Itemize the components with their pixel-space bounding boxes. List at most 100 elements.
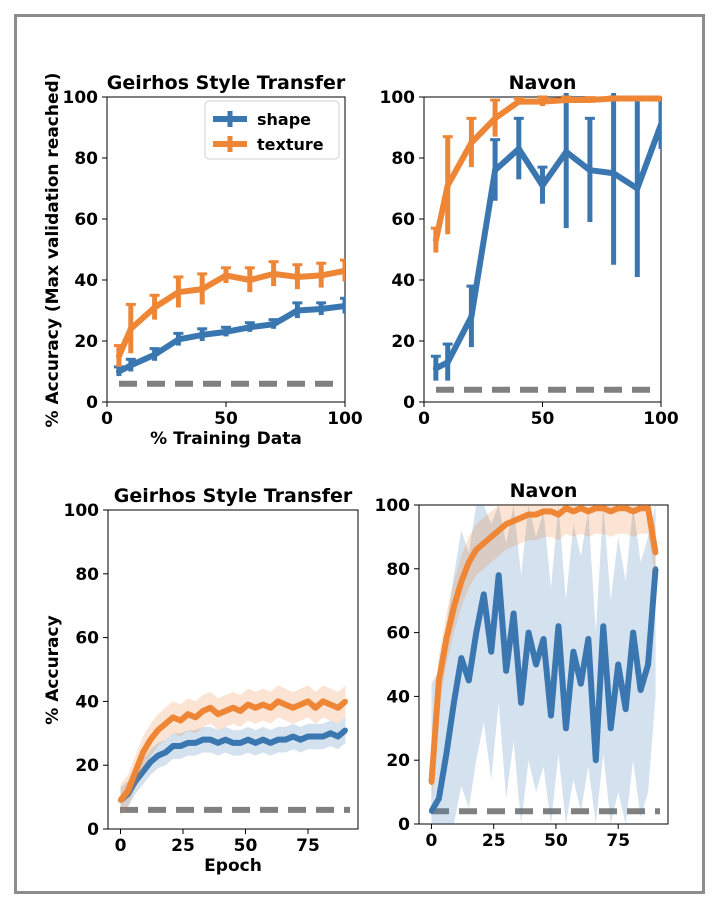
data-point-texture — [496, 528, 502, 534]
ylabel-bottom: % Accuracy — [43, 615, 63, 724]
data-point-texture — [481, 540, 487, 546]
data-point-texture — [155, 727, 161, 733]
data-point-texture — [608, 508, 614, 514]
data-point-texture — [125, 788, 131, 794]
data-point-texture — [533, 512, 539, 518]
data-point-shape — [270, 321, 277, 328]
data-point-texture — [638, 505, 644, 511]
chart-panel-bottom-right: Navon 0 20 40 60 80 100 0 25 50 75 — [375, 480, 669, 851]
data-point-texture — [593, 505, 599, 511]
data-point-texture — [511, 518, 517, 524]
y-tick-label: 60 — [391, 210, 415, 230]
data-point-texture — [178, 718, 183, 724]
data-point-texture — [199, 286, 206, 293]
x-tick-label: 75 — [296, 836, 320, 856]
data-point-shape — [148, 759, 153, 765]
data-point-texture — [585, 508, 591, 514]
y-tick-label: 20 — [391, 332, 415, 352]
data-point-shape — [443, 751, 449, 757]
y-tick-label: 40 — [386, 687, 410, 707]
data-point-texture — [320, 698, 326, 704]
data-point-shape — [298, 737, 303, 743]
data-point-shape — [503, 668, 509, 674]
y-tick-label: 60 — [386, 624, 410, 644]
data-point-texture — [539, 98, 546, 105]
data-point-shape — [492, 167, 499, 174]
data-point-texture — [610, 95, 617, 102]
data-point-texture — [140, 749, 146, 755]
data-point-texture — [328, 702, 333, 708]
data-point-shape — [275, 737, 281, 743]
data-point-texture — [443, 636, 449, 642]
data-point-texture — [185, 711, 191, 717]
chart-title: Geirhos Style Transfer — [114, 485, 353, 507]
data-point-shape — [585, 636, 591, 642]
data-point-shape — [615, 662, 621, 667]
plot-content — [118, 685, 350, 817]
data-point-shape — [208, 737, 213, 743]
data-point-shape — [436, 795, 442, 801]
x-tick-label: 0 — [115, 836, 127, 856]
data-point-shape — [283, 737, 288, 743]
data-point-shape — [634, 185, 641, 192]
data-point-shape — [533, 662, 539, 667]
data-point-shape — [342, 302, 345, 309]
legend-label-shape: shape — [257, 110, 311, 129]
data-point-texture — [298, 702, 303, 708]
data-point-texture — [473, 547, 479, 553]
data-point-texture — [503, 521, 509, 527]
y-tick-label: 100 — [64, 501, 100, 521]
data-point-shape — [151, 351, 158, 358]
data-point-texture — [623, 505, 629, 511]
y-tick-label: 0 — [398, 815, 410, 835]
data-point-shape — [185, 740, 191, 746]
x-tick-label: 50 — [544, 831, 568, 851]
data-point-shape — [658, 121, 661, 128]
data-point-texture — [305, 698, 311, 704]
data-point-shape — [515, 145, 522, 152]
data-point-texture — [541, 508, 546, 514]
x-tick-label: 50 — [214, 409, 238, 429]
data-point-texture — [586, 97, 593, 104]
data-point-texture — [578, 505, 584, 511]
chart-panel-bottom-left: Geirhos Style Transfer 0 20 40 60 80 100 0 25 50 7… — [64, 485, 359, 876]
data-point-texture — [175, 289, 182, 296]
data-point-shape — [155, 753, 161, 759]
data-point-texture — [526, 512, 532, 518]
y-tick-label: 100 — [380, 88, 416, 108]
data-point-shape — [223, 328, 229, 335]
data-point-texture — [290, 705, 296, 711]
data-point-shape — [481, 591, 487, 597]
x-tick-label: 0 — [101, 409, 113, 429]
y-tick-label: 20 — [74, 332, 98, 352]
x-tick-label: 75 — [606, 831, 630, 851]
data-point-texture — [313, 705, 318, 711]
data-point-shape — [175, 336, 182, 343]
data-point-shape — [115, 368, 122, 375]
data-point-shape — [578, 681, 584, 687]
y-tick-label: 80 — [74, 149, 98, 169]
data-point-texture — [432, 237, 439, 244]
data-point-texture — [335, 705, 341, 711]
data-point-texture — [127, 325, 134, 332]
data-point-texture — [193, 714, 198, 720]
data-point-texture — [223, 272, 229, 279]
data-point-texture — [653, 550, 659, 556]
data-point-shape — [539, 182, 546, 189]
y-tick-label: 0 — [86, 393, 98, 413]
data-point-shape — [305, 733, 311, 739]
series-band-texture — [431, 505, 656, 809]
y-tick-label: 100 — [375, 496, 411, 516]
plot-area — [423, 96, 662, 403]
x-tick-label: 0 — [426, 831, 438, 851]
data-point-shape — [548, 713, 554, 719]
data-point-shape — [473, 630, 479, 636]
data-point-texture — [548, 508, 554, 514]
data-point-texture — [458, 579, 464, 585]
data-point-shape — [193, 740, 198, 746]
data-point-shape — [320, 733, 326, 739]
data-point-shape — [526, 630, 532, 636]
y-tick-label: 0 — [87, 820, 99, 840]
data-point-texture — [658, 95, 661, 102]
